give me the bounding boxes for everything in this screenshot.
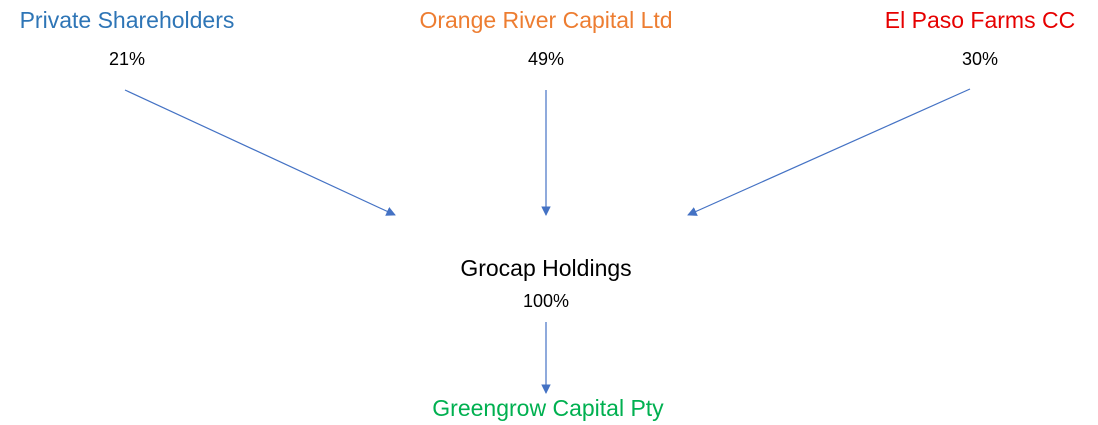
node-label: El Paso Farms CC xyxy=(885,7,1075,33)
node-share: 30% xyxy=(962,49,998,69)
node-label: Orange River Capital Ltd xyxy=(419,7,672,33)
node-share: 100% xyxy=(523,291,569,311)
node-share: 21% xyxy=(109,49,145,69)
node-label: Private Shareholders xyxy=(20,7,235,33)
node-share: 49% xyxy=(528,49,564,69)
node-label: Grocap Holdings xyxy=(460,255,631,281)
node-label: Greengrow Capital Pty xyxy=(432,395,664,421)
arrow xyxy=(124,89,396,216)
arrow xyxy=(687,88,971,216)
